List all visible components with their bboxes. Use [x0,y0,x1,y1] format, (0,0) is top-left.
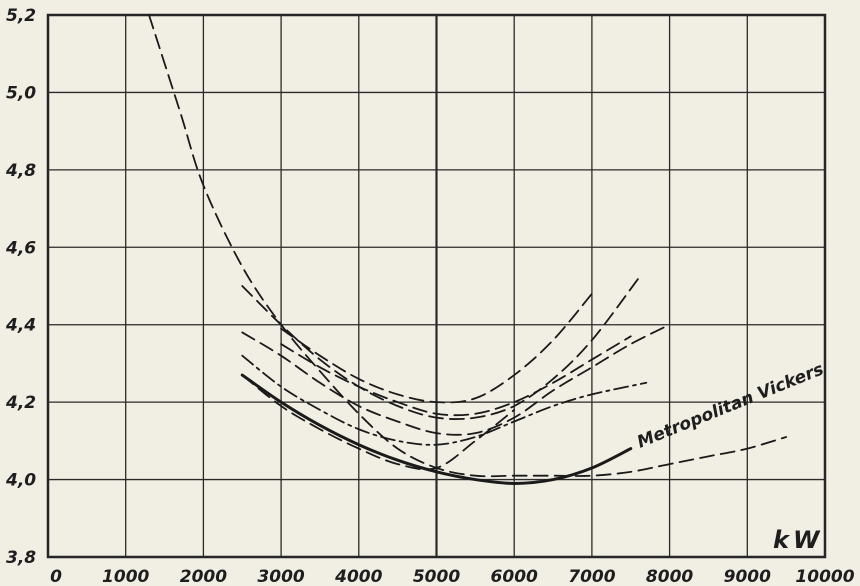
y-tick-label: 3,8 [6,548,36,568]
series-line-8 [241,374,516,471]
x-tick-label: 7000 [568,567,615,586]
x-tick-label: 8000 [646,567,693,586]
x-tick-label: 4000 [334,567,382,586]
series-line-3 [280,292,593,404]
y-tick-label: 5,2 [6,6,36,26]
series-line-2 [148,14,788,478]
series-line-7 [241,354,648,446]
x-tick-label: 5000 [413,567,460,586]
unit-label: kW [773,526,823,554]
tick-labels: 0 1000 2000 3000 4000 5000 6000 7000 8000 9000 100… [5,6,855,586]
x-tick-label: 10000 [795,567,854,586]
y-tick-label: 5,0 [6,83,36,103]
x-tick-label: 1000 [102,567,149,586]
x-tick-label: 6000 [491,567,538,586]
series-line-6 [280,335,632,417]
x-tick-label: 0 [50,567,62,586]
grid [46,13,827,559]
metropolitan-vickers-label: Metropolitan Vickers [634,359,826,452]
series-line-5 [241,323,671,436]
y-tick-label: 4,8 [5,161,36,181]
y-tick-label: 4,6 [5,238,36,258]
series-line-4 [241,277,640,420]
y-tick-label: 4,4 [5,316,36,336]
x-tick-label: 3000 [257,567,304,586]
x-tick-label: 9000 [724,567,771,586]
y-tick-label: 4,0 [5,471,36,491]
y-tick-label: 4,2 [5,393,36,413]
series-lines [148,14,788,485]
x-tick-label: 2000 [180,567,227,586]
series-line-metropolitan-vickers [240,373,633,485]
